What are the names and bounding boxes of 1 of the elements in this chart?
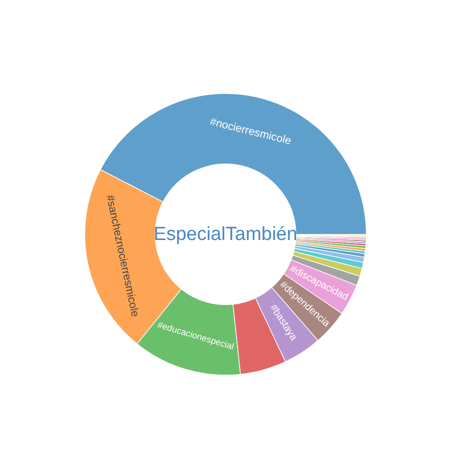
text: EspecialTambién <box>154 224 298 245</box>
